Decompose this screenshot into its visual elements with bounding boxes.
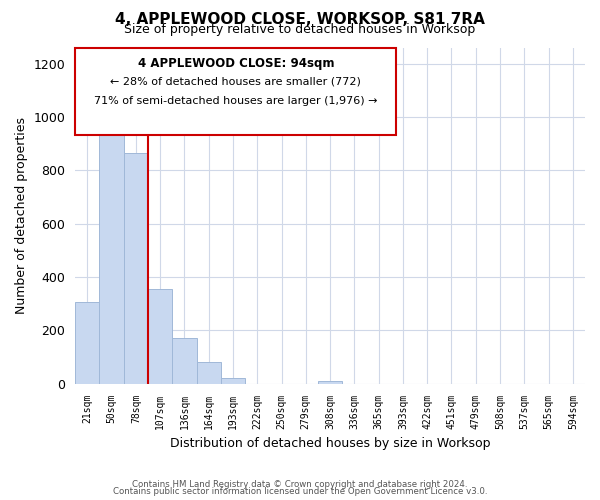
- Text: Contains HM Land Registry data © Crown copyright and database right 2024.: Contains HM Land Registry data © Crown c…: [132, 480, 468, 489]
- Bar: [100, 130, 124, 384]
- Text: 4 APPLEWOOD CLOSE: 94sqm: 4 APPLEWOOD CLOSE: 94sqm: [137, 56, 334, 70]
- Bar: [197, 362, 221, 384]
- Text: Size of property relative to detached houses in Worksop: Size of property relative to detached ho…: [124, 22, 476, 36]
- Text: Contains public sector information licensed under the Open Government Licence v3: Contains public sector information licen…: [113, 487, 487, 496]
- Bar: [221, 378, 245, 384]
- Y-axis label: Number of detached properties: Number of detached properties: [15, 117, 28, 314]
- Text: 71% of semi-detached houses are larger (1,976) →: 71% of semi-detached houses are larger (…: [94, 96, 377, 106]
- Text: ← 28% of detached houses are smaller (772): ← 28% of detached houses are smaller (77…: [110, 76, 361, 86]
- Bar: [124, 153, 148, 384]
- Bar: [75, 302, 100, 384]
- Bar: [318, 382, 342, 384]
- Bar: [172, 338, 197, 384]
- Bar: [148, 288, 172, 384]
- X-axis label: Distribution of detached houses by size in Worksop: Distribution of detached houses by size …: [170, 437, 490, 450]
- Text: 4, APPLEWOOD CLOSE, WORKSOP, S81 7RA: 4, APPLEWOOD CLOSE, WORKSOP, S81 7RA: [115, 12, 485, 28]
